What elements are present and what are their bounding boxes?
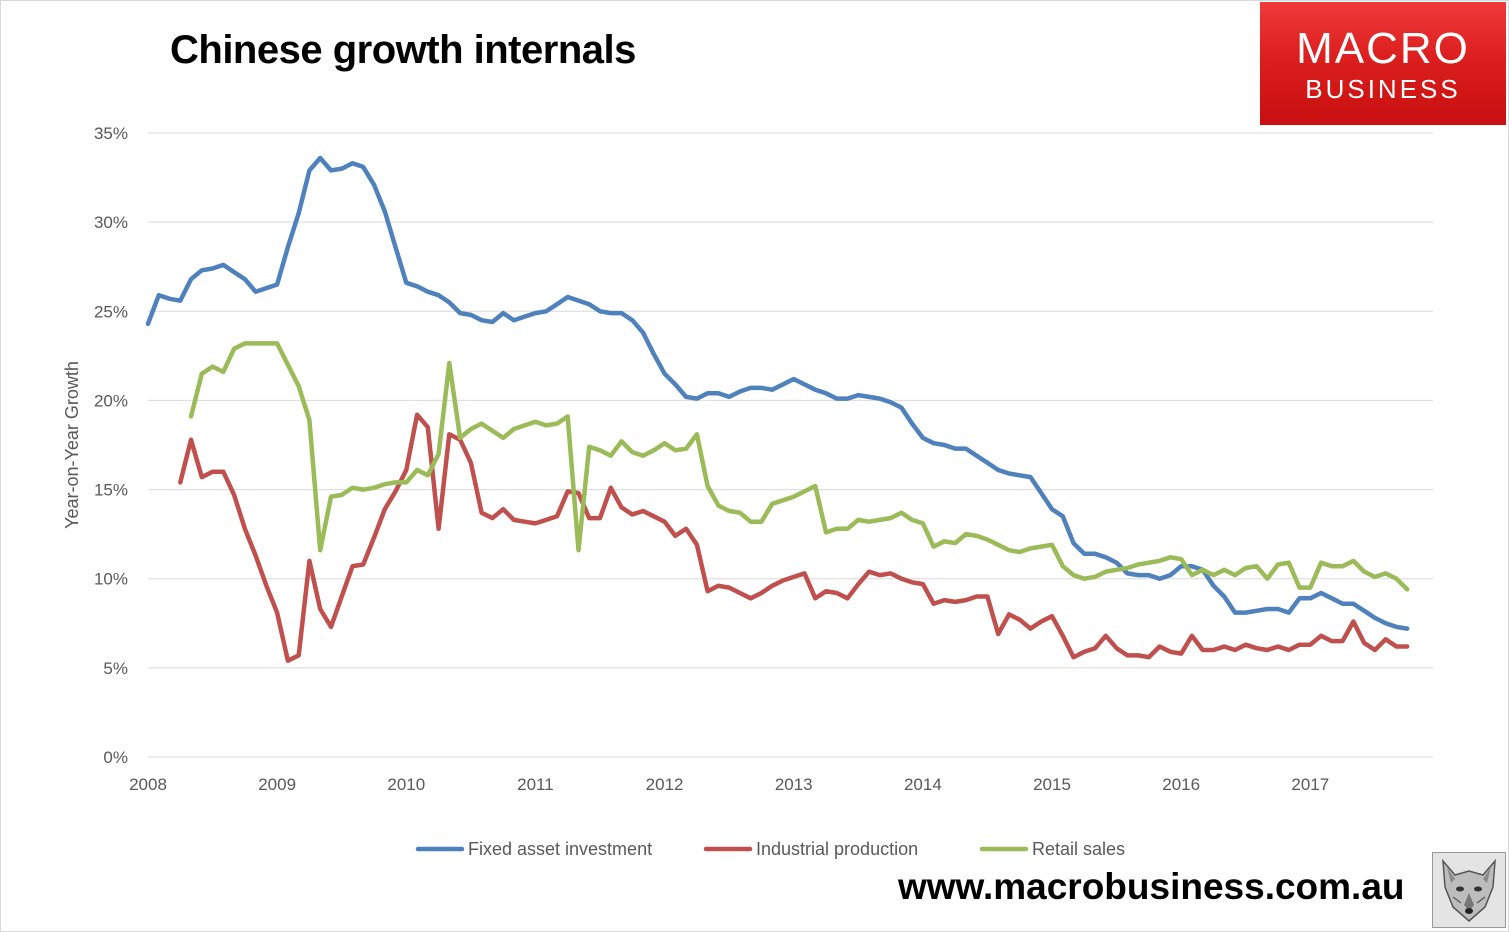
brand-line-2: BUSINESS <box>1305 74 1461 104</box>
series-line-retail-sales <box>188 341 1410 592</box>
brand-line-1: MACRO <box>1296 24 1470 73</box>
legend-label: Industrial production <box>756 839 918 859</box>
chart-title: Chinese growth internals <box>170 28 636 72</box>
legend-label: Fixed asset investment <box>468 839 652 859</box>
y-axis-title: Year-on-Year Growth <box>62 361 82 529</box>
x-tick-label: 2015 <box>1033 775 1071 794</box>
series-line-industrial-production <box>178 412 1410 663</box>
series-line-fixed-asset-investment <box>145 155 1410 631</box>
x-tick-label: 2016 <box>1162 775 1200 794</box>
website-url: www.macrobusiness.com.au <box>898 866 1405 907</box>
legend: Fixed asset investment Industrial product… <box>415 839 1125 859</box>
y-tick-label: 25% <box>94 302 128 321</box>
x-tick-label: 2017 <box>1291 775 1329 794</box>
x-axis-ticks: 2008 2009 2010 2011 2012 2013 2014 2015 2016 2017 <box>129 775 1329 794</box>
y-tick-label: 35% <box>94 124 128 143</box>
x-tick-label: 2014 <box>904 775 942 794</box>
series-lines <box>145 155 1410 663</box>
x-tick-label: 2011 <box>517 775 554 794</box>
y-tick-label: 5% <box>103 659 128 678</box>
y-tick-label: 30% <box>94 213 128 232</box>
x-tick-label: 2012 <box>646 775 684 794</box>
legend-label: Retail sales <box>1032 839 1125 859</box>
y-axis-ticks: 0% 5% 10% 15% 20% 25% 30% 35% <box>94 124 128 767</box>
x-tick-label: 2009 <box>258 775 296 794</box>
gridlines <box>148 132 1433 758</box>
y-tick-label: 15% <box>94 481 128 500</box>
y-tick-label: 10% <box>94 570 128 589</box>
brand-logo: MACRO BUSINESS <box>1260 2 1506 125</box>
y-tick-label: 20% <box>94 391 128 410</box>
x-tick-label: 2010 <box>387 775 425 794</box>
x-tick-label: 2013 <box>775 775 813 794</box>
x-tick-label: 2008 <box>129 775 167 794</box>
y-tick-label: 0% <box>103 748 128 767</box>
wolf-head-icon <box>1432 852 1506 928</box>
